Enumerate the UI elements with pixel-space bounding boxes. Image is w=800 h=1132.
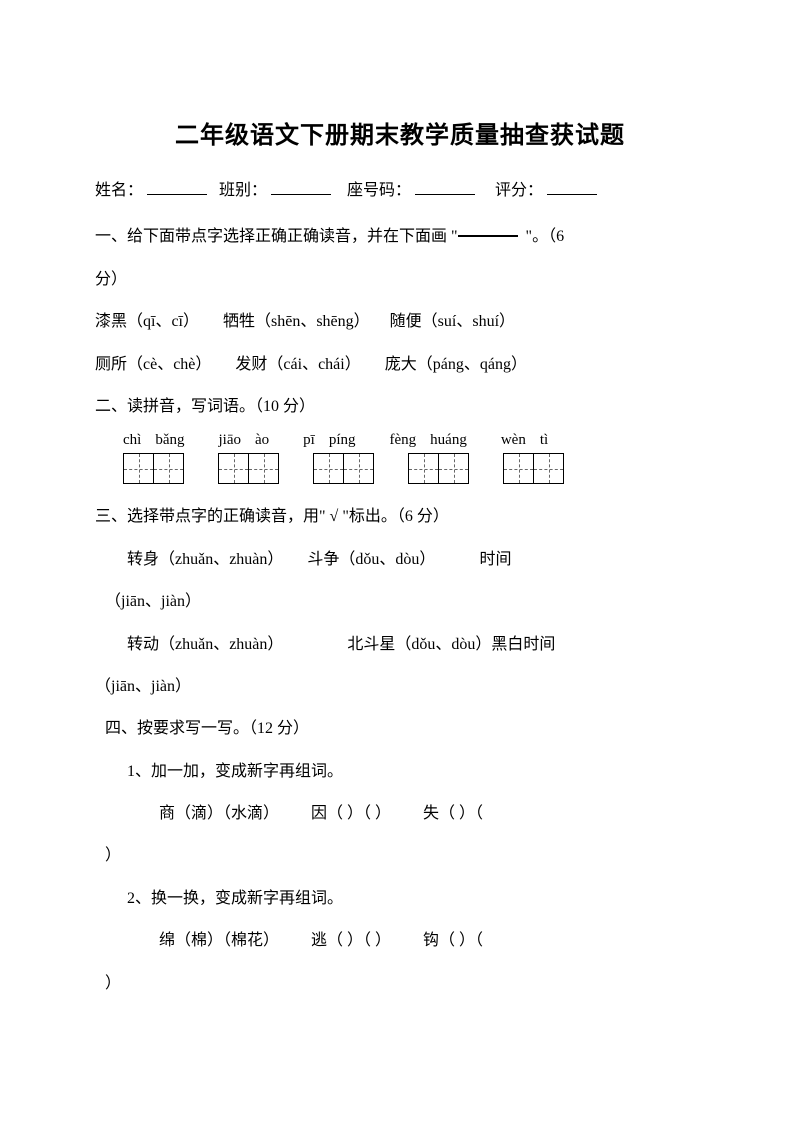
- pinyin: huáng: [430, 432, 467, 449]
- q1-row1: 漆黑（qī、cī） 牺牲（shēn、shēng） 随便（suí、shuí）: [95, 303, 705, 341]
- write-box-pair[interactable]: [218, 453, 279, 484]
- q3-item: 北斗星（dǒu、dòu）黑白时间: [347, 636, 555, 653]
- q3-line3: 转动（zhuǎn、zhuàn） 北斗星（dǒu、dòu）黑白时间: [127, 626, 705, 664]
- class-blank[interactable]: [271, 177, 331, 195]
- q3-item: 斗争（dǒu、dòu）: [307, 551, 435, 568]
- q1-item: 庞大（páng、qáng）: [385, 356, 527, 373]
- q1-item: 厕所（cè、chè）: [95, 356, 211, 373]
- q4-row1: 商（滴）（水滴） 因（ ）（ ） 失（ ）（: [159, 795, 705, 833]
- q1-heading-post: "。（6: [526, 228, 565, 245]
- q4-heading: 四、按要求写一写。（12 分）: [105, 710, 705, 748]
- q4-sub2: 2、换一换，变成新字再组词。: [127, 880, 705, 918]
- pinyin: tì: [540, 432, 548, 449]
- class-label: 班别：: [219, 182, 267, 199]
- pinyin: jiāo: [219, 432, 242, 449]
- q3-item: 转身（zhuǎn、zhuàn）: [127, 551, 283, 568]
- write-box-pair[interactable]: [123, 453, 184, 484]
- q4-example: 绵（棉）（棉花）: [159, 932, 279, 949]
- q4-blank[interactable]: 钩（ ）（: [423, 932, 483, 949]
- q2-pinyin-row: chìbǎng jiāoào pīpíng fèng huáng wèntì: [123, 432, 705, 449]
- q1-row2: 厕所（cè、chè） 发财（cái、chái） 庞大（páng、qáng）: [95, 346, 705, 384]
- q4-blank[interactable]: 失（ ）（: [423, 805, 483, 822]
- q1-heading-line2: 分）: [95, 261, 705, 299]
- pinyin: pī: [303, 432, 315, 449]
- q3-line2: （jiān、jiàn）: [105, 583, 705, 621]
- write-box-pair[interactable]: [313, 453, 374, 484]
- q2-grid-row: [123, 453, 705, 484]
- q4-blank[interactable]: 因（ ）（ ）: [311, 805, 391, 822]
- q4-row1-close: ）: [105, 837, 705, 875]
- q3-item: 时间: [479, 551, 511, 568]
- q3-item: 转动（zhuǎn、zhuàn）: [127, 636, 283, 653]
- name-label: 姓名：: [95, 182, 143, 199]
- q1-item: 牺牲（shēn、shēng）: [223, 313, 370, 330]
- q1-item: 随便（suí、shuí）: [390, 313, 515, 330]
- q4-sub1: 1、加一加，变成新字再组词。: [127, 753, 705, 791]
- pinyin: wèn: [501, 432, 526, 449]
- underline-sample: [458, 235, 518, 237]
- q3-heading: 三、选择带点字的正确读音，用" √ "标出。（6 分）: [95, 498, 705, 536]
- q1-item: 漆黑（qī、cī）: [95, 313, 199, 330]
- name-blank[interactable]: [147, 177, 207, 195]
- pinyin: chì: [123, 432, 141, 449]
- score-blank[interactable]: [547, 177, 597, 195]
- q4-row2-close: ）: [105, 965, 705, 1003]
- student-info-row: 姓名： 班别： 座号码： 评分：: [95, 172, 705, 210]
- q3-line4: （jiān、jiàn）: [95, 668, 705, 706]
- q4-blank[interactable]: 逃（ ）（ ）: [311, 932, 391, 949]
- q1-item: 发财（cái、chái）: [235, 356, 360, 373]
- write-box-pair[interactable]: [503, 453, 564, 484]
- q4-example: 商（滴）（水滴）: [159, 805, 279, 822]
- pinyin: fèng: [390, 432, 417, 449]
- write-box-pair[interactable]: [408, 453, 469, 484]
- q1-heading-pre: 一、给下面带点字选择正确正确读音，并在下面画 ": [95, 228, 458, 245]
- q1-heading-line1: 一、给下面带点字选择正确正确读音，并在下面画 " "。（6: [95, 218, 705, 256]
- pinyin: bǎng: [155, 432, 184, 449]
- q3-line1: 转身（zhuǎn、zhuàn） 斗争（dǒu、dòu） 时间: [127, 541, 705, 579]
- seat-blank[interactable]: [415, 177, 475, 195]
- seat-label: 座号码：: [347, 182, 411, 199]
- q2-heading: 二、读拼音，写词语。（10 分）: [95, 388, 705, 426]
- score-label: 评分：: [495, 182, 543, 199]
- pinyin: ào: [255, 432, 269, 449]
- exam-title: 二年级语文下册期末教学质量抽查获试题: [95, 115, 705, 150]
- q4-row2: 绵（棉）（棉花） 逃（ ）（ ） 钩（ ）（: [159, 922, 705, 960]
- pinyin: píng: [329, 432, 356, 449]
